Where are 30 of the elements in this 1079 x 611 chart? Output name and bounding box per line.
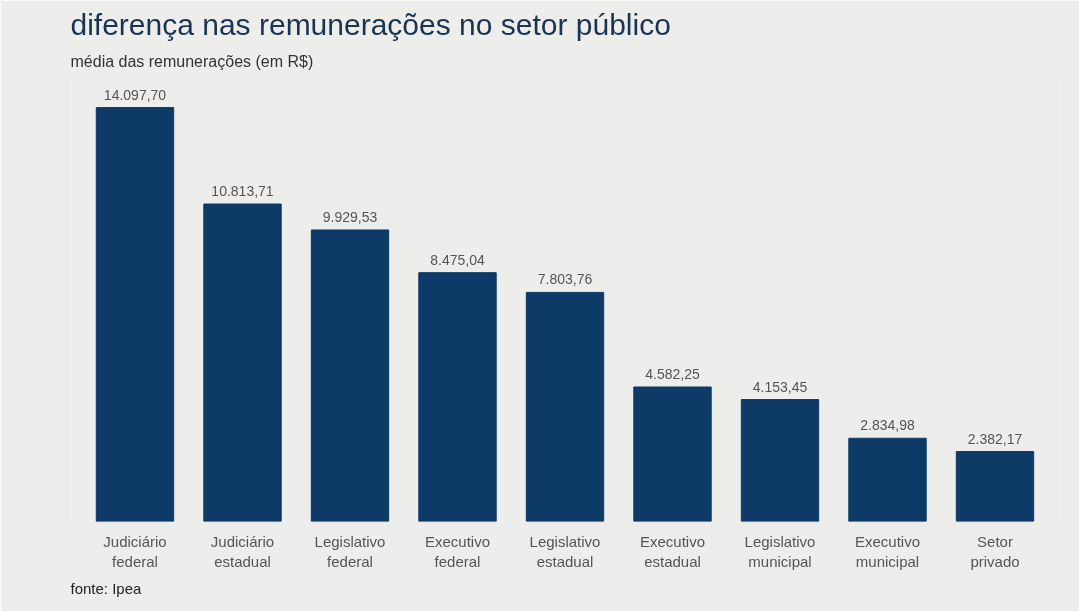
x-tick-label: Setor privado [970, 532, 1020, 570]
bar [95, 107, 175, 522]
data-label: 2.382,17 [967, 430, 1023, 447]
x-tick-label: Judiciário estadual [210, 532, 275, 570]
x-tick-label: Executivo federal [424, 532, 491, 570]
bar [740, 399, 820, 522]
chart-title: diferença nas remunerações no setor público [70, 7, 671, 41]
bar [203, 203, 282, 522]
x-tick-label: Judiciário federal [103, 532, 167, 570]
bar [633, 386, 712, 522]
data-label: 9.929,53 [322, 208, 378, 225]
data-label: 2.834,98 [860, 417, 915, 434]
bar [310, 229, 390, 522]
data-label: 8.475,04 [430, 251, 485, 268]
x-tick-label: Legislativo estadual [529, 532, 601, 570]
x-tick-label: Legislativo federal [314, 532, 386, 570]
data-label: 4.582,25 [645, 365, 700, 382]
bar [955, 451, 1035, 522]
source-note: fonte: Ipea [70, 579, 143, 597]
data-label: 14.097,70 [103, 86, 167, 103]
data-label: 10.813,71 [211, 183, 274, 200]
bar [848, 437, 927, 522]
x-tick-label: Executivo municipal [854, 532, 921, 570]
chart-subtitle: média das remunerações (em R$) [70, 52, 314, 70]
data-label: 7.803,76 [537, 271, 593, 288]
x-tick-label: Executivo estadual [639, 532, 706, 570]
data-label: 4.153,45 [752, 378, 808, 395]
bar [525, 291, 605, 522]
x-tick-label: Legislativo municipal [744, 532, 816, 570]
bar [418, 272, 497, 522]
